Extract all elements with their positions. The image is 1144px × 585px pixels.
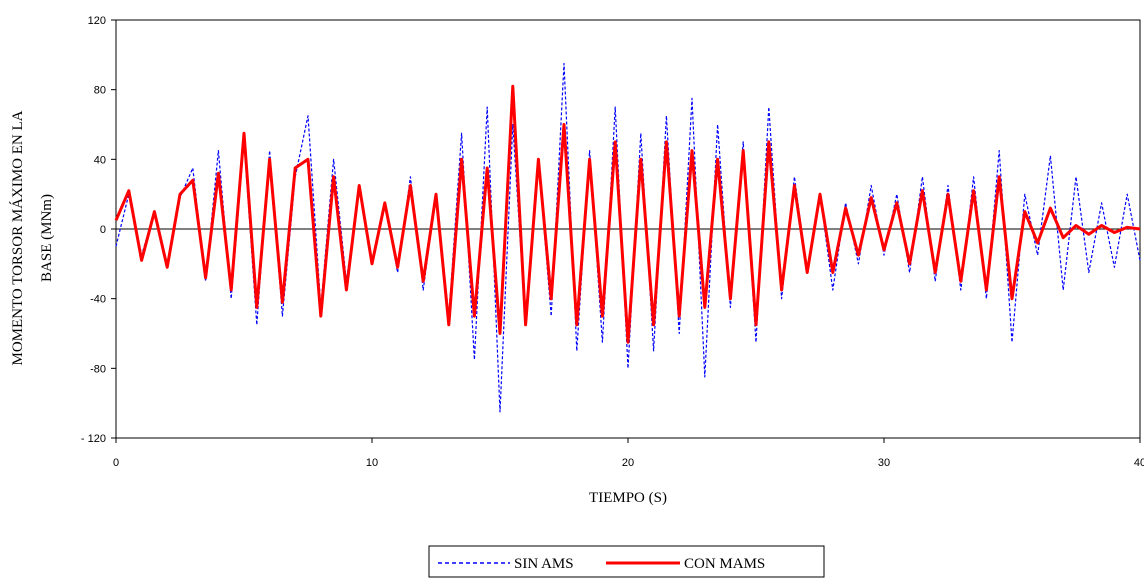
y-axis-title-line-1: MOMENTO TORSOR MÁXIMO EN LA [9, 110, 26, 365]
x-tick-label: 30 [878, 457, 890, 469]
x-tick-label: 10 [366, 457, 378, 469]
y-axis-title-line-2: BASE (MNm) [39, 194, 55, 282]
series-line-con-mams [114, 84, 1141, 344]
y-tick-label: 40 [94, 154, 106, 166]
x-tick-label: 40 [1134, 457, 1144, 469]
y-tick-label: -40 [90, 294, 106, 306]
legend: SIN AMS CON MAMS [428, 545, 825, 578]
y-axis-title: MOMENTO TORSOR MÁXIMO EN LA BASE (MNm) [9, 110, 55, 365]
legend-label-con-mams: CON MAMS [684, 556, 765, 572]
x-axis-title: TIEMPO (S) [589, 490, 667, 506]
plot-area [114, 19, 1141, 439]
y-tick-label: 0 [100, 224, 106, 236]
y-tick-label: -80 [90, 363, 106, 375]
y-tick-label: 120 [88, 15, 106, 27]
y-tick-label: - 120 [81, 433, 106, 445]
legend-label-sin-ams: SIN AMS [514, 556, 574, 572]
y-axis-ticks: 120 80 40 0 -40 -80 - 120 [81, 15, 116, 445]
x-tick-label: 20 [622, 457, 634, 469]
x-tick-label: 0 [113, 457, 119, 469]
x-axis-ticks: 0 10 20 30 40 [113, 438, 1144, 469]
y-tick-label: 80 [94, 85, 106, 97]
series-layer [114, 62, 1141, 413]
